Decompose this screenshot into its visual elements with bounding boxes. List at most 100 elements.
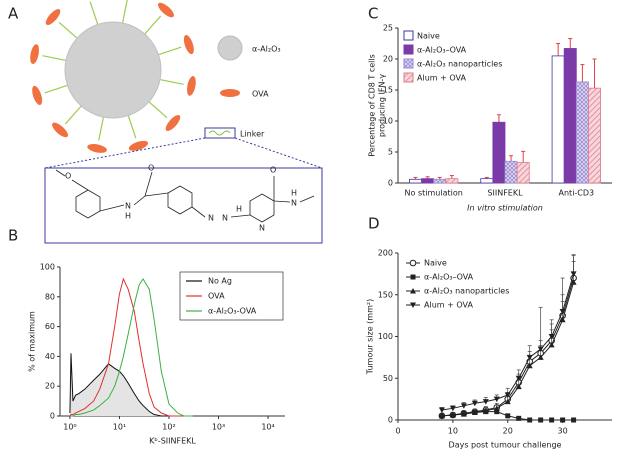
bar (433, 178, 447, 184)
y-axis-label: Tumour size (mm²) (366, 299, 375, 375)
nanoparticle-diagram (30, 0, 196, 153)
particle-icon (217, 35, 243, 61)
ova (158, 2, 174, 18)
bar (588, 87, 601, 184)
marker (504, 392, 511, 398)
marker (548, 334, 555, 340)
marker (409, 259, 417, 267)
legend-label: Alum + OVA (417, 74, 466, 83)
x-axis-label: Days post tumour challenge (449, 441, 562, 450)
y-tick-label: 150 (378, 290, 393, 299)
antigen-label: OVA (252, 90, 269, 99)
marker (482, 407, 489, 414)
y-tick-label: 80 (45, 292, 55, 301)
panel-label: D (368, 215, 380, 233)
marker (515, 375, 522, 382)
x-tick-label: 10⁴ (261, 423, 274, 432)
y-axis-label: % of maximum (28, 311, 37, 372)
x-tick-label: 10⁰ (63, 423, 76, 432)
linker (121, 0, 128, 24)
bar (480, 178, 494, 184)
marker (559, 308, 566, 315)
ova-icon (220, 89, 240, 97)
y-tick-label: 5 (388, 148, 393, 157)
marker (571, 417, 577, 423)
y-tick-label: 20 (45, 382, 55, 391)
legend-label: α-Al₂O₃-OVA (208, 307, 257, 316)
bar (492, 121, 506, 184)
legend-swatch (403, 44, 414, 55)
legend-label: α-Al₂O₃ nanoparticles (424, 287, 509, 296)
ova (77, 0, 99, 1)
atom: H (125, 212, 131, 221)
legend-label: Naive (417, 32, 440, 41)
marker (549, 417, 555, 423)
linker (144, 15, 162, 35)
x-axis-label: Kᵇ-SIINFEKL (149, 437, 196, 446)
y-tick-label: 0 (50, 412, 55, 421)
ova (87, 144, 107, 153)
bar (563, 48, 577, 184)
legend-swatch (403, 72, 414, 83)
atom: N (125, 202, 131, 211)
marker (471, 400, 478, 407)
linker (159, 78, 184, 85)
legend-label: α-Al₂O₃ nanoparticles (417, 60, 502, 69)
y-tick-label: 100 (40, 263, 55, 272)
x-tick-label: 10¹ (113, 423, 126, 432)
zoom-lines (44, 137, 323, 169)
x-tick-label: No stimulation (405, 189, 463, 198)
atom: N (291, 199, 297, 208)
x-tick-label: 20 (503, 427, 513, 436)
area (69, 353, 193, 416)
linker (42, 55, 67, 62)
bar (421, 178, 435, 184)
y-tick-label: 60 (45, 322, 55, 331)
y-tick-label: 40 (45, 352, 55, 361)
linker (158, 46, 182, 56)
y-axis-label: producing IFN-γ (378, 74, 387, 137)
linker-icon (208, 130, 231, 136)
y-tick-label: 0 (388, 179, 393, 188)
marker (570, 271, 577, 277)
x-tick-label: 10³ (212, 423, 225, 432)
bar (575, 81, 589, 184)
marker (515, 383, 522, 390)
legend-label: No Ag (208, 277, 232, 286)
ova (32, 85, 43, 106)
legend-swatch (403, 58, 414, 69)
bar (409, 178, 422, 184)
marker (537, 346, 544, 353)
marker (537, 354, 544, 360)
bar (551, 55, 565, 184)
marker (570, 279, 577, 285)
x-tick-label: 30 (558, 427, 568, 436)
marker (559, 316, 566, 323)
marker (560, 417, 566, 423)
marker (449, 405, 456, 412)
marker (527, 417, 533, 423)
ova (165, 115, 181, 131)
ova (30, 44, 39, 64)
bar (516, 162, 530, 184)
x-tick-label: 10² (162, 423, 175, 432)
y-tick-label: 0 (388, 416, 393, 425)
structure-atoms: O N H O N N H N O N H (65, 164, 297, 233)
marker (548, 341, 555, 348)
line (69, 353, 193, 417)
linker (89, 1, 99, 25)
y-tick-label: 15 (383, 86, 393, 95)
marker (526, 354, 533, 361)
marker (516, 415, 522, 421)
marker (526, 362, 533, 369)
y-tick-label: 100 (378, 332, 393, 341)
atom: N (208, 214, 214, 223)
y-tick-label: 200 (378, 249, 393, 258)
ova (52, 122, 68, 138)
line (69, 277, 193, 417)
y-axis-label: Percentage of CD8 T cells (368, 54, 377, 157)
particle-label: α-Al₂O₃ (252, 45, 281, 54)
atom: N (222, 214, 228, 223)
x-tick-label: 0 (395, 427, 400, 436)
